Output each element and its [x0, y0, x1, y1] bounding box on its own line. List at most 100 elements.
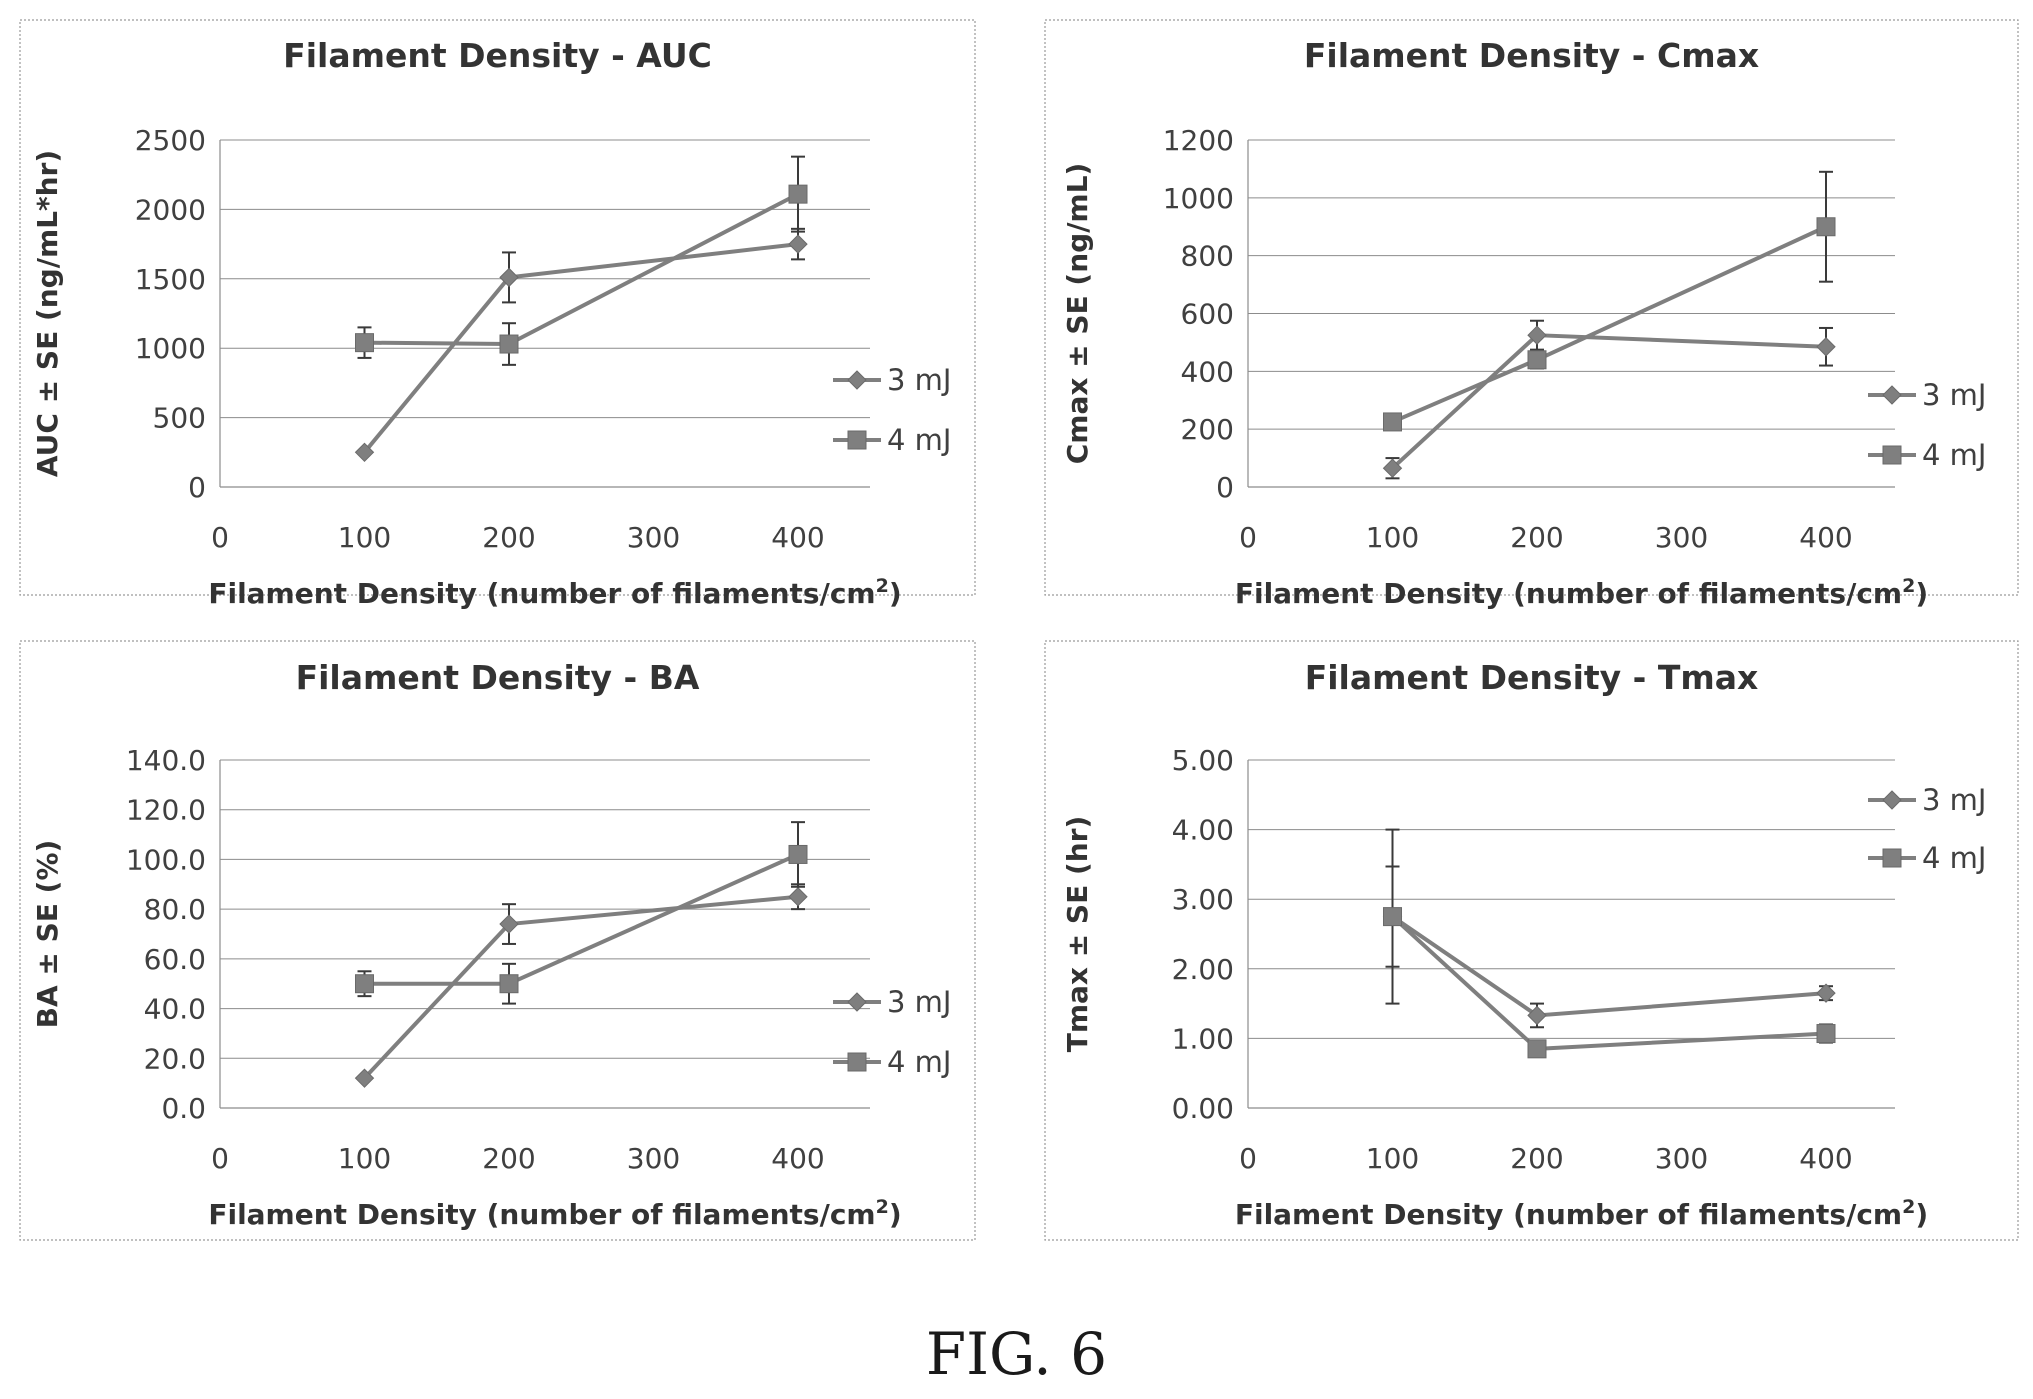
y-tick-label: 800 [1181, 240, 1234, 273]
x-tick-label: 300 [627, 521, 680, 554]
y-tick-label: 1000 [1163, 182, 1234, 215]
x-tick-label: 200 [482, 1142, 535, 1175]
data-point [1816, 217, 1836, 237]
y-tick-label: 500 [153, 402, 206, 435]
x-tick-label: 0 [1239, 521, 1257, 554]
chart-panel-2: Filament Density - Cmax 0 200 400 600 800 1000… [1044, 19, 2019, 610]
x-tick-label: 300 [1655, 521, 1708, 554]
series-a [354, 227, 808, 463]
y-tick-label: 0 [188, 471, 206, 504]
y-tick-label: 3.00 [1172, 883, 1234, 916]
chart-title: Filament Density - Tmax [1305, 658, 1759, 697]
y-tick-label: 0.0 [161, 1092, 206, 1125]
data-point [1527, 325, 1547, 345]
data-point [499, 974, 519, 994]
data-point [1527, 1039, 1547, 1059]
y-tick-label: 80.0 [144, 893, 206, 926]
legend-marker [1882, 385, 1902, 405]
data-point [355, 974, 374, 994]
legend-label: 3 mJ [1922, 783, 1986, 817]
chart-title: Filament Density - AUC [283, 36, 712, 75]
data-point [1527, 1005, 1547, 1026]
data-point [788, 234, 808, 254]
legend-marker [847, 992, 867, 1012]
legend-label: 4 mJ [887, 423, 951, 457]
data-point [354, 442, 375, 463]
data-point [788, 887, 808, 907]
x-tick-label: 400 [771, 1142, 824, 1175]
y-axis-label: Cmax ± SE (ng/mL) [1061, 163, 1094, 465]
series-b [1383, 170, 1836, 432]
y-tick-label: 1500 [135, 263, 206, 296]
y-tick-label: 40.0 [144, 993, 206, 1026]
chart-panel-4: Filament Density - Tmax 0.00 1.00 2.00 3.00 4… [1044, 640, 2019, 1241]
x-tick-label: 200 [1510, 521, 1563, 554]
legend-label: 3 mJ [887, 985, 951, 1019]
x-tick-label: 200 [1510, 1142, 1563, 1175]
legend-label: 3 mJ [1922, 378, 1986, 412]
x-tick-label: 100 [338, 521, 391, 554]
data-point [1816, 983, 1836, 1003]
x-tick-label: 0 [211, 1142, 229, 1175]
y-tick-label: 120.0 [126, 794, 206, 827]
chart-panel-3: Filament Density - BA 0.0 20.0 40.0 60.0 80.0… [19, 640, 976, 1241]
panel-frame [19, 19, 976, 596]
x-tick-label: 200 [482, 521, 535, 554]
legend-label: 3 mJ [887, 363, 951, 397]
data-point [788, 844, 808, 864]
data-point [1527, 350, 1547, 370]
y-tick-label: 2000 [135, 193, 206, 226]
y-tick-label: 100.0 [126, 843, 206, 876]
data-point [499, 334, 519, 354]
y-tick-label: 0.00 [1172, 1092, 1234, 1125]
legend-label: 4 mJ [887, 1045, 951, 1079]
legend-marker [847, 430, 867, 450]
y-tick-label: 1000 [135, 332, 206, 365]
series-a [354, 883, 808, 1088]
y-tick-label: 60.0 [144, 943, 206, 976]
x-axis-label: Filament Density (number of filaments/cm… [1235, 1196, 1928, 1231]
y-tick-label: 600 [1181, 298, 1234, 331]
data-point [1383, 907, 1402, 927]
data-point [788, 184, 808, 204]
y-axis-label: AUC ± SE (ng/mL*hr) [31, 150, 64, 477]
series-b [355, 155, 808, 366]
chart-title: Filament Density - BA [296, 658, 700, 697]
y-tick-label: 140.0 [126, 744, 206, 777]
x-tick-label: 100 [338, 1142, 391, 1175]
chart-title: Filament Density - Cmax [1304, 36, 1759, 75]
legend-label: 4 mJ [1922, 438, 1986, 472]
y-tick-label: 5.00 [1172, 744, 1234, 777]
y-tick-label: 2.00 [1172, 953, 1234, 986]
legend-marker [1882, 848, 1902, 868]
panel-frame [1044, 19, 2019, 596]
series-b [1383, 828, 1836, 1059]
legend-marker [847, 1052, 867, 1072]
panel-frame [1044, 640, 2019, 1241]
chart-panel-1: Filament Density - AUC050010001500200025… [19, 19, 976, 610]
legend-marker [1882, 790, 1902, 810]
x-tick-label: 0 [211, 521, 229, 554]
data-point [1816, 337, 1836, 357]
data-point [1383, 412, 1402, 432]
x-axis-label: Filament Density (number of filaments/cm… [1235, 575, 1928, 610]
x-tick-label: 100 [1366, 1142, 1419, 1175]
y-tick-label: 2500 [135, 124, 206, 157]
x-tick-label: 300 [1655, 1142, 1708, 1175]
legend-label: 4 mJ [1922, 841, 1986, 875]
series-b [355, 821, 808, 1005]
x-tick-label: 400 [771, 521, 824, 554]
y-tick-label: 4.00 [1172, 814, 1234, 847]
x-tick-label: 300 [627, 1142, 680, 1175]
data-point [499, 914, 519, 934]
data-point [355, 333, 374, 353]
x-tick-label: 0 [1239, 1142, 1257, 1175]
data-point [1382, 458, 1403, 478]
x-tick-label: 100 [1366, 521, 1419, 554]
series-a [1382, 319, 1836, 480]
x-axis-label: Filament Density (number of filaments/cm… [208, 575, 901, 610]
data-point [1816, 1024, 1836, 1044]
x-tick-label: 400 [1799, 521, 1852, 554]
panel-frame [19, 640, 976, 1241]
